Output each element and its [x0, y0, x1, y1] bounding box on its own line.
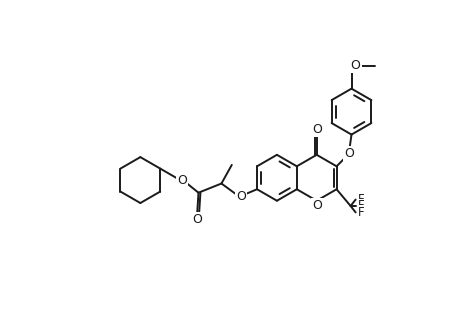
Text: F: F: [358, 193, 365, 206]
Text: O: O: [312, 123, 322, 135]
Text: O: O: [312, 199, 322, 212]
Text: F: F: [358, 206, 365, 219]
Text: O: O: [344, 147, 354, 160]
Text: O: O: [236, 190, 246, 203]
Text: O: O: [351, 59, 360, 72]
Text: O: O: [177, 174, 188, 187]
Text: O: O: [192, 213, 202, 226]
Text: F: F: [358, 199, 365, 213]
